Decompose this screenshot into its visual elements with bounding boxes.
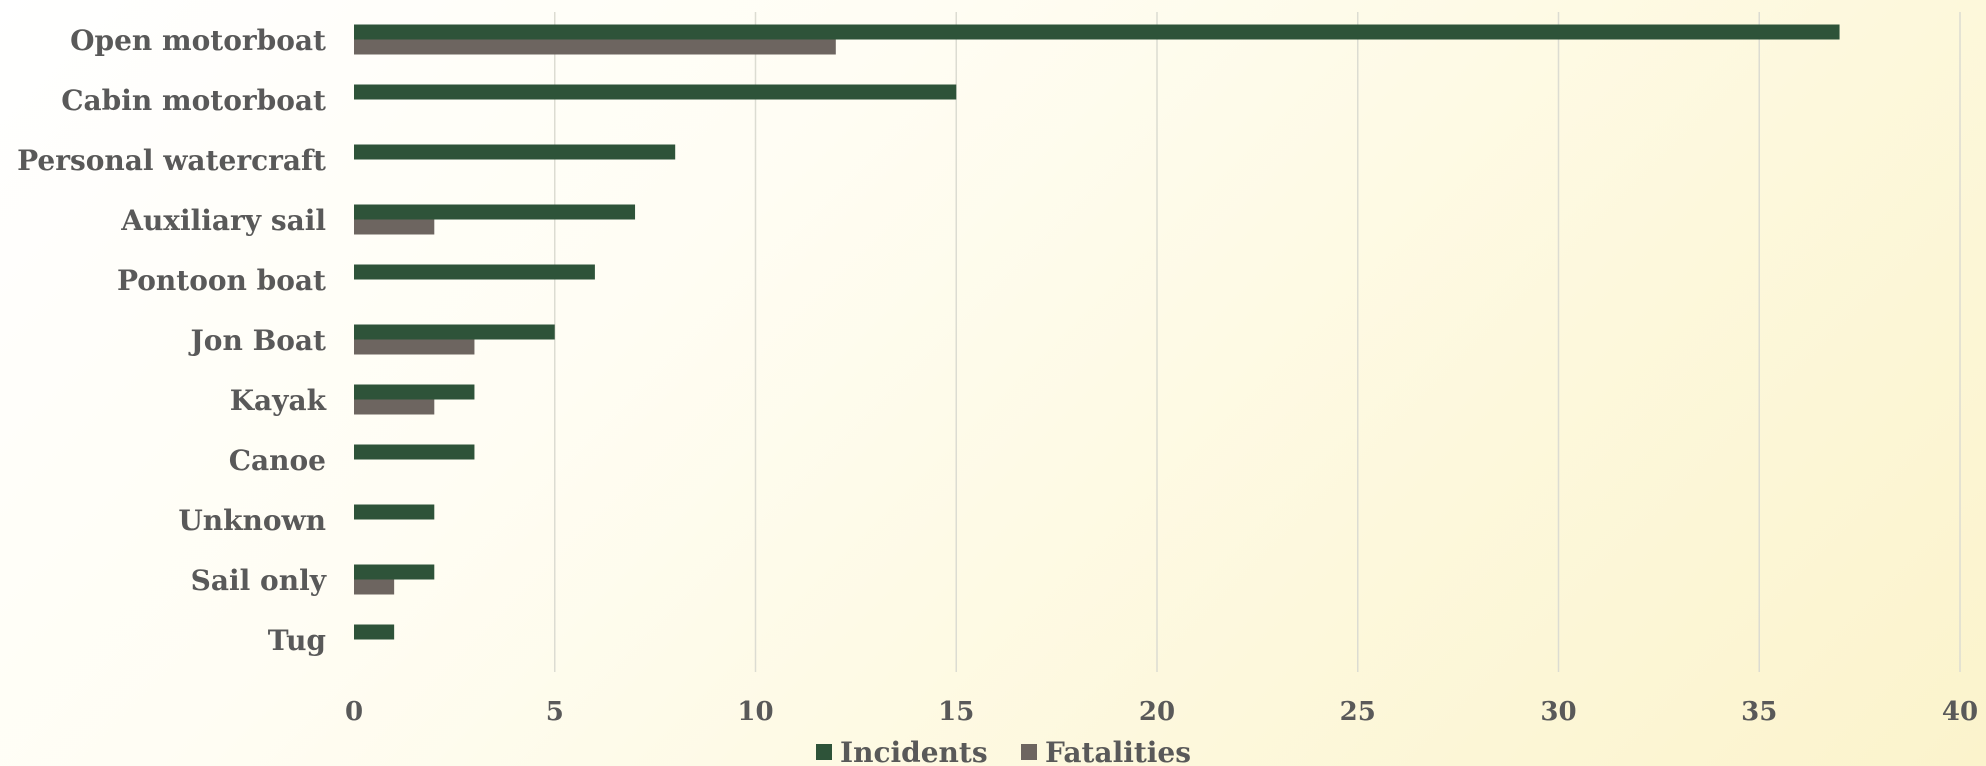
category-label-canoe: Canoe bbox=[229, 444, 326, 477]
legend-label-incidents: Incidents bbox=[840, 736, 988, 766]
legend-label-fatalities: Fatalities bbox=[1045, 736, 1191, 766]
bars bbox=[354, 24, 1840, 640]
category-label-sail-only: Sail only bbox=[191, 564, 327, 597]
x-tick-label-5: 5 bbox=[546, 697, 564, 727]
category-label-personal-watercraft: Personal watercraft bbox=[17, 144, 326, 177]
bar-fatalities-open-motorboat bbox=[354, 39, 836, 55]
x-tick-label-35: 35 bbox=[1741, 697, 1777, 727]
bar-fatalities-jon-boat bbox=[354, 339, 475, 355]
bar-incidents-jon-boat bbox=[354, 324, 555, 340]
category-label-unknown: Unknown bbox=[178, 504, 326, 537]
category-label-pontoon-boat: Pontoon boat bbox=[117, 264, 326, 297]
bar-incidents-cabin-motorboat bbox=[354, 84, 957, 100]
x-tick-label-25: 25 bbox=[1340, 697, 1376, 727]
bar-incidents-open-motorboat bbox=[354, 24, 1840, 40]
bar-incidents-sail-only bbox=[354, 564, 435, 580]
bar-incidents-canoe bbox=[354, 444, 475, 460]
x-tick-label-0: 0 bbox=[345, 697, 363, 727]
bar-fatalities-sail-only bbox=[354, 579, 395, 595]
bar-fatalities-auxiliary-sail bbox=[354, 219, 435, 235]
x-tick-label-40: 40 bbox=[1942, 697, 1978, 727]
bar-incidents-pontoon-boat bbox=[354, 264, 595, 280]
bar-incidents-kayak bbox=[354, 384, 475, 400]
x-tick-label-20: 20 bbox=[1139, 697, 1175, 727]
legend: Incidents Fatalities bbox=[816, 736, 1191, 766]
category-labels: Open motorboat Cabin motorboat Personal wa… bbox=[17, 24, 327, 657]
category-label-tug: Tug bbox=[268, 624, 326, 657]
bar-incidents-personal-watercraft bbox=[354, 144, 676, 160]
bar-incidents-tug bbox=[354, 624, 395, 640]
bar-incidents-auxiliary-sail bbox=[354, 204, 636, 220]
bar-incidents-unknown bbox=[354, 504, 435, 520]
bar-fatalities-kayak bbox=[354, 399, 435, 415]
category-label-auxiliary-sail: Auxiliary sail bbox=[120, 204, 326, 237]
x-tick-label-10: 10 bbox=[737, 697, 773, 727]
legend-swatch-fatalities bbox=[1021, 744, 1037, 760]
category-label-jon-boat: Jon Boat bbox=[188, 324, 327, 357]
category-label-open-motorboat: Open motorboat bbox=[70, 24, 326, 57]
category-label-cabin-motorboat: Cabin motorboat bbox=[61, 84, 326, 117]
gridlines bbox=[554, 12, 1961, 672]
category-label-kayak: Kayak bbox=[230, 384, 327, 417]
legend-swatch-incidents bbox=[816, 744, 832, 760]
x-axis-tick-labels: 0 5 10 15 20 25 30 35 40 bbox=[345, 697, 1978, 727]
x-tick-label-30: 30 bbox=[1540, 697, 1576, 727]
x-tick-label-15: 15 bbox=[938, 697, 974, 727]
